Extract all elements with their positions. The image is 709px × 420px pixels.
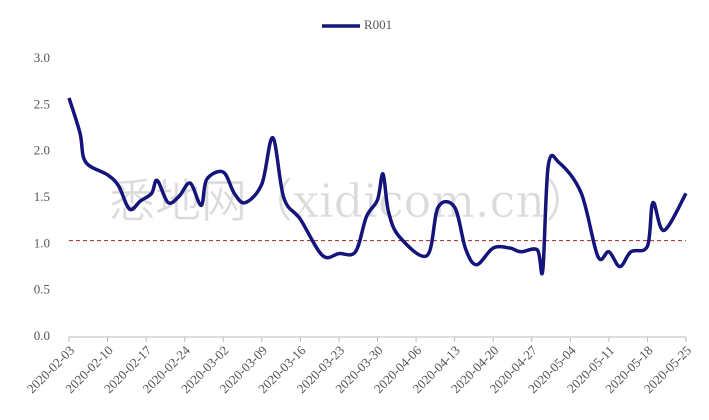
y-tick-label: 1.0 xyxy=(34,235,50,250)
y-tick-label: 0.0 xyxy=(34,328,50,343)
y-tick-label: 2.5 xyxy=(34,96,50,111)
y-tick-label: 3.0 xyxy=(34,50,50,65)
series-line xyxy=(67,97,688,276)
watermark: 悉地网（xidicom.cn） xyxy=(109,174,591,228)
y-tick-label: 1.5 xyxy=(34,189,50,204)
y-tick-label: 0.5 xyxy=(34,282,50,297)
y-tick-label: 2.0 xyxy=(34,143,50,158)
legend-label: R001 xyxy=(364,17,392,32)
